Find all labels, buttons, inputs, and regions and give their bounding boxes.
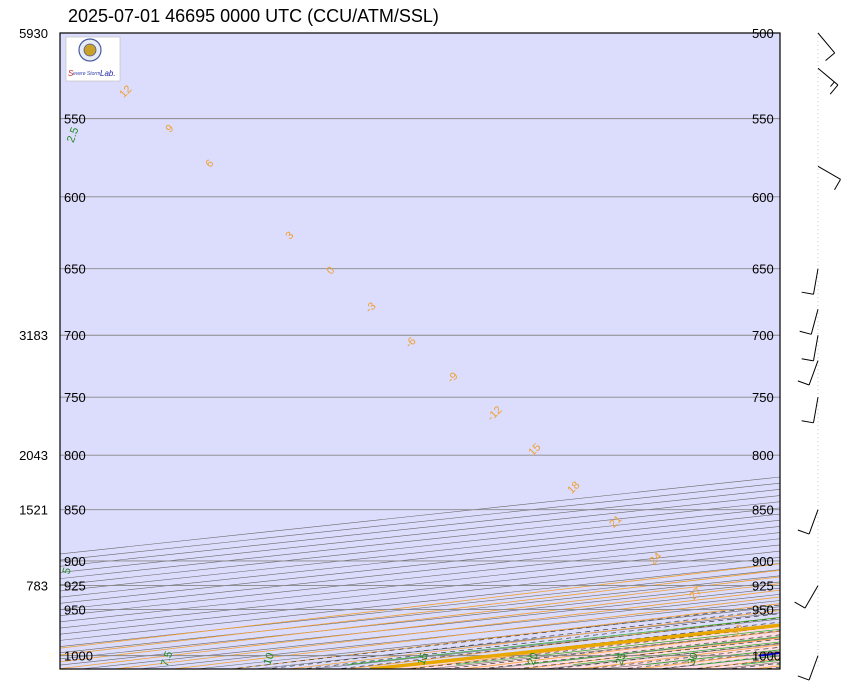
pressure-label-left: 925 — [64, 579, 86, 594]
isotherm-line — [60, 550, 780, 629]
wind-barb-staff — [808, 655, 819, 681]
wind-barb-staff — [812, 397, 819, 423]
wind-barb-flag — [834, 179, 841, 190]
mixing-ratio-label: 2.5 — [65, 126, 82, 144]
height-label: 2043 — [19, 448, 48, 463]
mixing-ratio-label: 25 — [613, 651, 628, 667]
pressure-label-left: 650 — [64, 262, 86, 277]
pressure-label-right: 800 — [752, 448, 774, 463]
thermo-lines — [60, 33, 850, 669]
wind-barb-staff — [810, 309, 819, 335]
isotherm-line — [60, 501, 780, 579]
logo-storm: evere Storm — [73, 71, 100, 77]
mixing-ratio-label: 30 — [685, 651, 700, 667]
pressure-label-right: 500 — [752, 26, 774, 41]
mixing-ratio-label: 20 — [525, 651, 540, 667]
pressure-label-right: 925 — [752, 579, 774, 594]
isotherm-line — [60, 495, 780, 573]
pressure-label-right: 750 — [752, 390, 774, 405]
height-label: 5930 — [19, 26, 48, 41]
plot-border — [59, 32, 781, 670]
dry-adiabat-line — [60, 563, 780, 649]
wind-barb-flag — [801, 420, 814, 424]
pressure-label-left: 850 — [64, 503, 86, 518]
dry-adiabat-line — [60, 576, 780, 663]
pressure-label-left: 800 — [64, 448, 86, 463]
pressure-label-right: 600 — [752, 190, 774, 205]
pressure-label-right: 650 — [752, 262, 774, 277]
pressure-label-right: 1000 — [752, 649, 781, 664]
wind-barb-flag — [829, 84, 839, 95]
isotherm-line — [60, 538, 780, 616]
wind-barb-flag — [797, 529, 810, 535]
moist-adiabat-line — [298, 613, 780, 669]
wind-barb-flag — [801, 358, 814, 362]
pressure-label-left: 700 — [64, 328, 86, 343]
wind-barb-staff — [812, 268, 819, 295]
pressure-label-right: 850 — [752, 503, 774, 518]
pressure-label-left: 1000 — [64, 649, 93, 664]
wind-barb-staff — [817, 165, 841, 180]
pressure-label-right: 550 — [752, 112, 774, 127]
pressure-label-right: 700 — [752, 328, 774, 343]
pressure-label-left: 750 — [64, 390, 86, 405]
isotherm-line — [60, 544, 780, 623]
pressure-label-left: 600 — [64, 190, 86, 205]
wind-barbs — [794, 32, 841, 681]
isotherm-line — [60, 507, 780, 586]
height-label: 783 — [26, 579, 48, 594]
pressure-label-left: 900 — [64, 554, 86, 569]
wind-barb-staff — [808, 360, 819, 386]
dry-adiabat-line — [60, 583, 780, 669]
mixing-ratio-line — [776, 663, 780, 665]
wind-barb-half — [830, 81, 835, 87]
wind-barb-flag — [794, 601, 806, 609]
height-label: 3183 — [19, 328, 48, 343]
isotherm-line — [60, 556, 780, 635]
wind-barb-staff — [817, 32, 836, 54]
pressure-label-left: 550 — [64, 112, 86, 127]
mixing-ratio-label: 10 — [261, 651, 276, 667]
chart-title: 2025-07-01 46695 0000 UTC (CCU/ATM/SSL) — [68, 6, 439, 26]
plot-frame: 500 550 550 600 600 650 650 700 700 750 750 800 800 8… — [19, 26, 781, 670]
isotherm-line — [832, 33, 850, 669]
mixing-ratio-label: 7.5 — [159, 650, 176, 668]
dry-adiabat-line — [60, 569, 780, 656]
isotherm-line — [60, 513, 780, 592]
wind-barb-staff — [817, 67, 839, 86]
height-label: 1521 — [19, 503, 48, 518]
wind-barb-flag — [797, 675, 810, 681]
wind-barb-staff — [812, 335, 819, 361]
logo-seal-center — [83, 43, 97, 57]
isotherm-line — [774, 668, 780, 669]
mixing-ratio-label: 15 — [415, 651, 430, 667]
pressure-label-right: 900 — [752, 554, 774, 569]
logo-severe: S — [68, 69, 74, 78]
temperature-profile — [796, 33, 850, 656]
isotherm-line — [60, 532, 780, 610]
isotherm-line — [60, 526, 780, 604]
wind-barb-flag — [797, 380, 810, 386]
dry-adiabat-line — [811, 33, 850, 669]
pressure-label-left: 950 — [64, 603, 86, 618]
pressure-label-right: 950 — [752, 603, 774, 618]
wind-barb-flag — [825, 52, 836, 62]
logo-lab-text: Lab. — [100, 69, 116, 78]
isotherm-line — [60, 489, 780, 567]
wind-barb-flag — [799, 330, 812, 335]
wind-barb-flag — [801, 291, 814, 295]
isotherm-line — [60, 519, 780, 598]
mixing-ratio-label: 5 — [60, 566, 73, 576]
wind-barb-staff — [804, 585, 819, 609]
wind-barb-staff — [808, 509, 819, 535]
